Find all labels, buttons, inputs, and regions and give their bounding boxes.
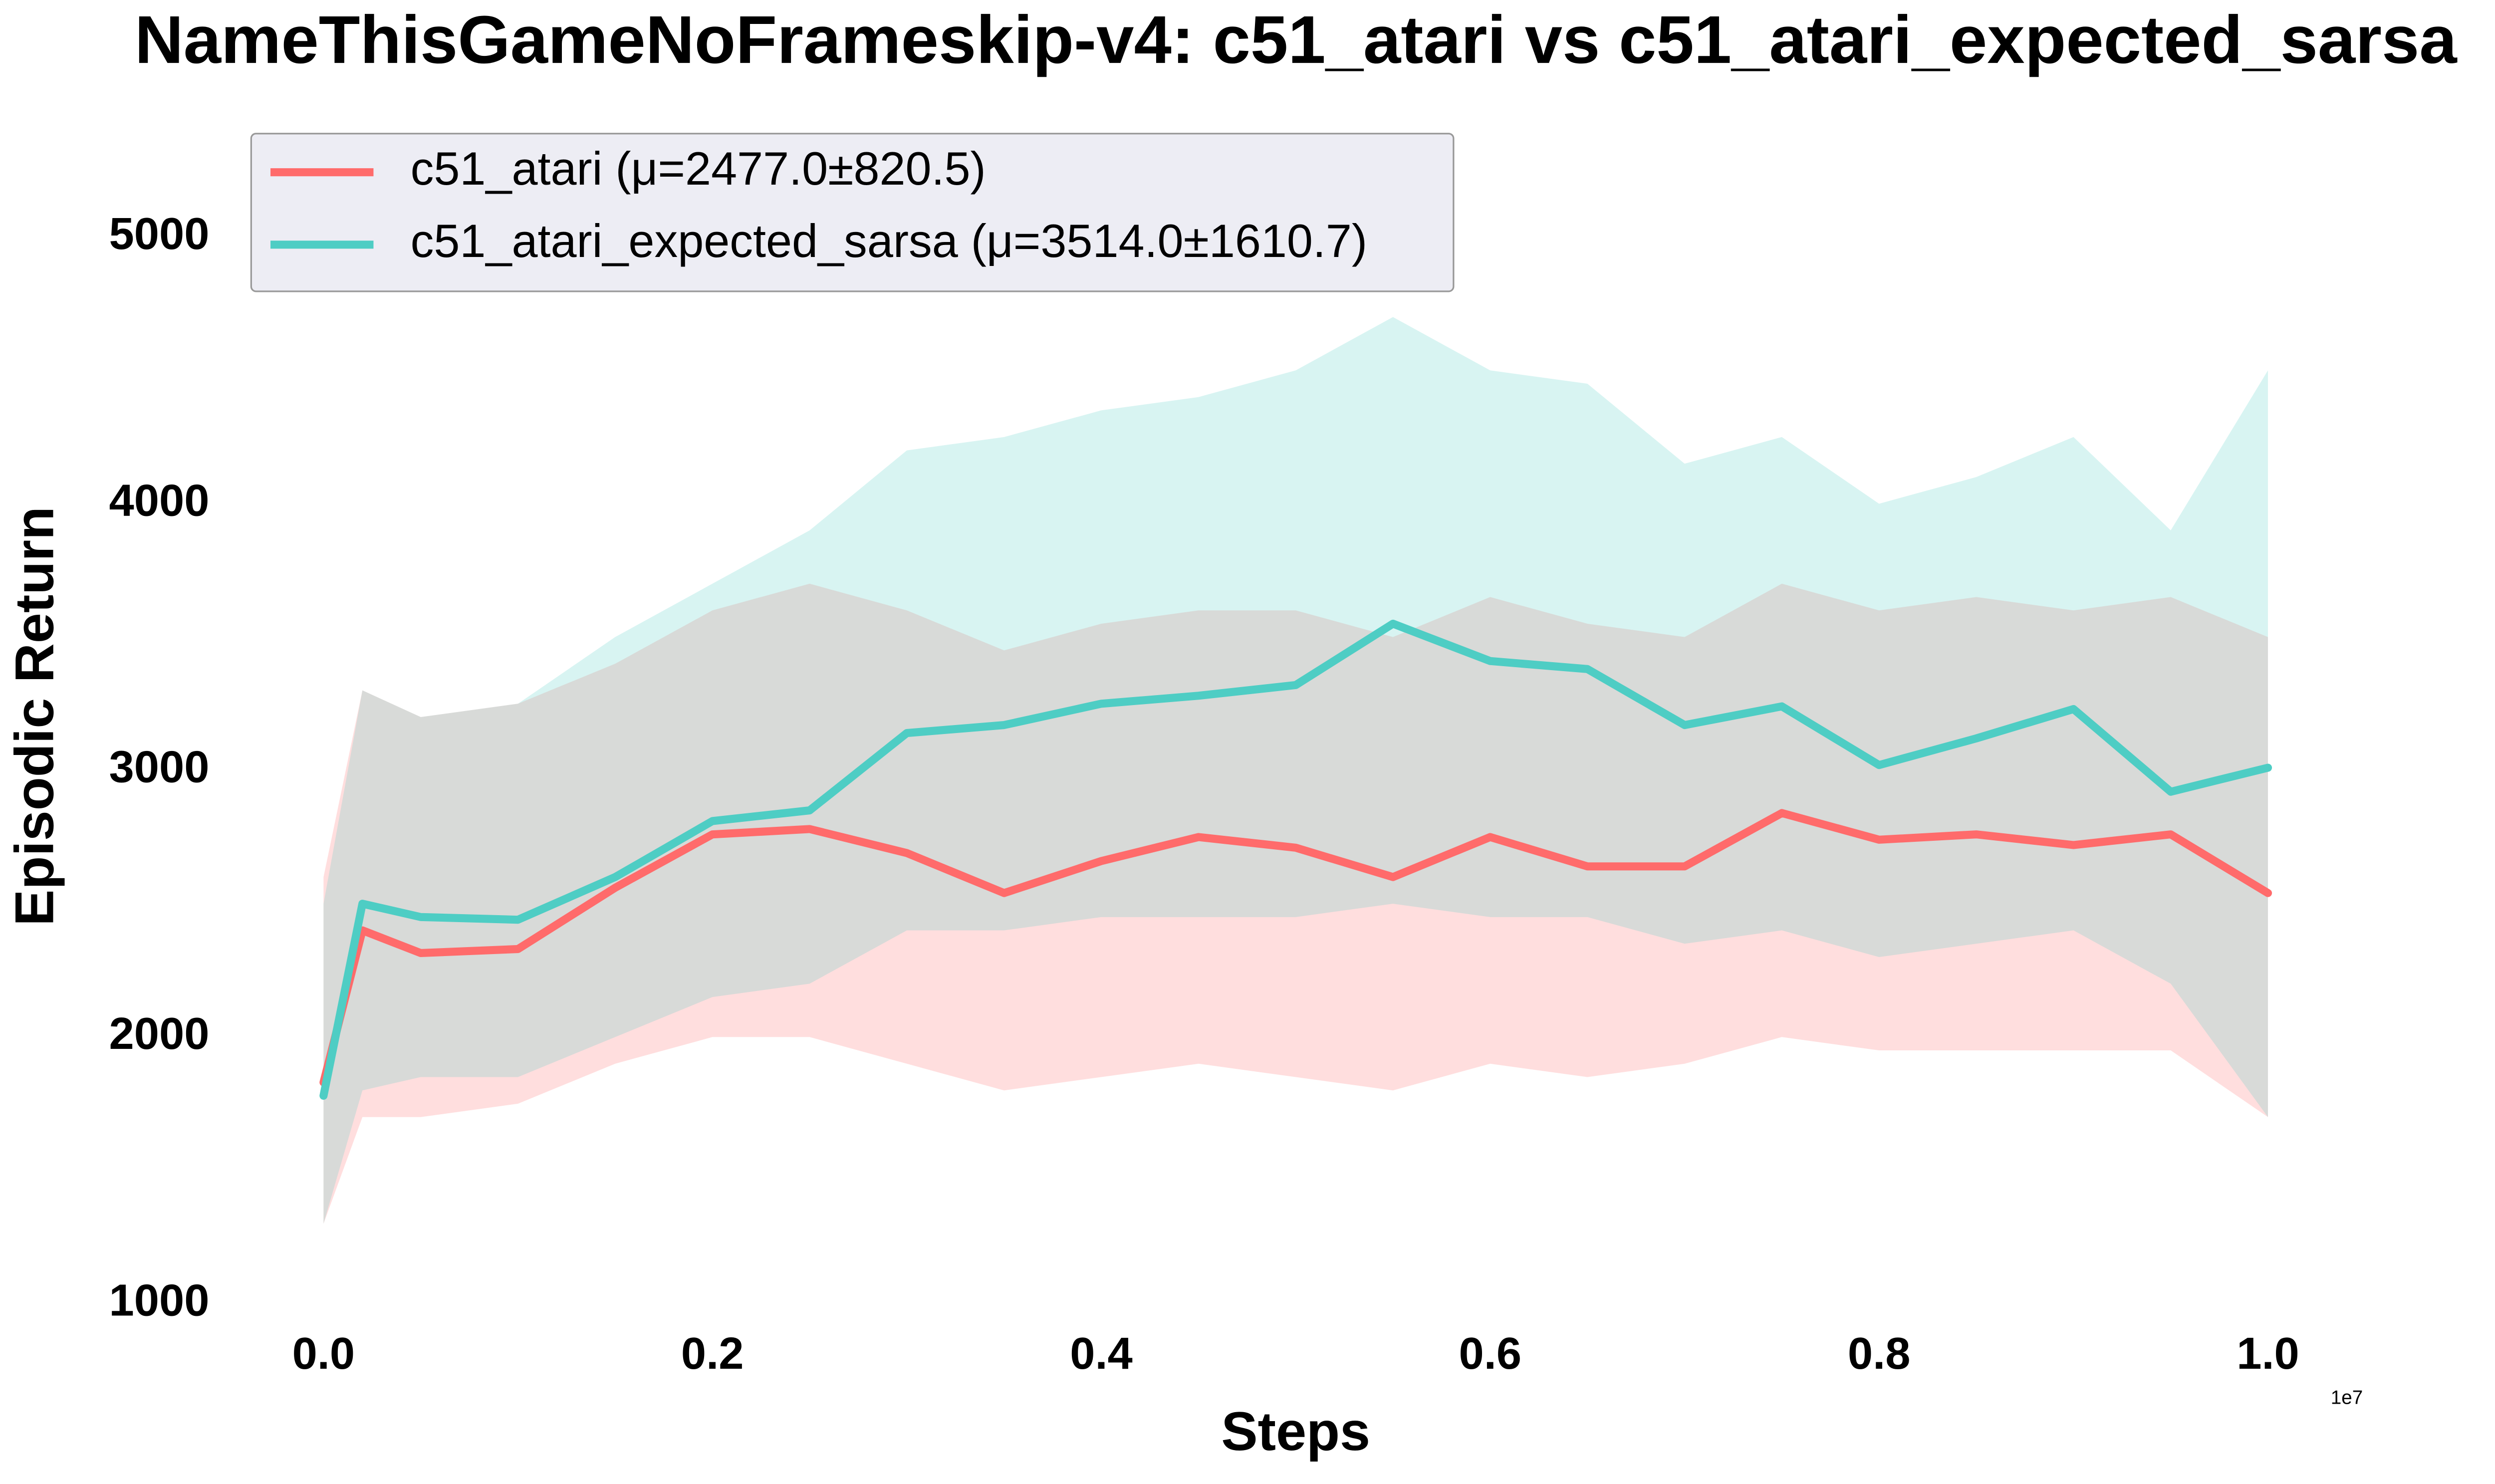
legend-box <box>250 133 1455 292</box>
x-tick-label: 0.0 <box>292 1328 355 1379</box>
legend: c51_atari (μ=2477.0±820.5) c51_atari_expe… <box>250 133 1455 292</box>
x-offset-label: 1e7 <box>2331 1387 2363 1408</box>
legend-label: c51_atari_expected_sarsa (μ=3514.0±1610.… <box>411 215 1367 267</box>
band <box>323 317 2268 1224</box>
y-axis-label: Episodic Return <box>4 506 65 926</box>
y-tick-label: 5000 <box>109 209 210 259</box>
y-tick-label: 2000 <box>109 1008 210 1059</box>
x-axis-label: Steps <box>1221 1401 1370 1462</box>
series-line <box>319 809 2272 1087</box>
legend-label: c51_atari (μ=2477.0±820.5) <box>411 142 986 195</box>
band <box>323 583 2268 1224</box>
y-tick-label: 1000 <box>109 1275 210 1326</box>
series-line <box>319 619 2272 1100</box>
x-tick-label: 0.2 <box>681 1328 744 1379</box>
x-tick-label: 0.8 <box>1848 1328 1911 1379</box>
x-tick-label: 1.0 <box>2237 1328 2299 1379</box>
chart-title: NameThisGameNoFrameskip-v4: c51_atari vs… <box>135 1 2458 77</box>
x-tick-label: 0.4 <box>1070 1328 1133 1379</box>
plot-area: 1000 2000 3000 4000 5000 0.0 0.2 0.4 0.6 0.8 1.0 <box>109 209 2299 1379</box>
y-tick-label: 4000 <box>109 475 210 525</box>
x-tick-label: 0.6 <box>1459 1328 1522 1379</box>
y-tick-label: 3000 <box>109 742 210 792</box>
